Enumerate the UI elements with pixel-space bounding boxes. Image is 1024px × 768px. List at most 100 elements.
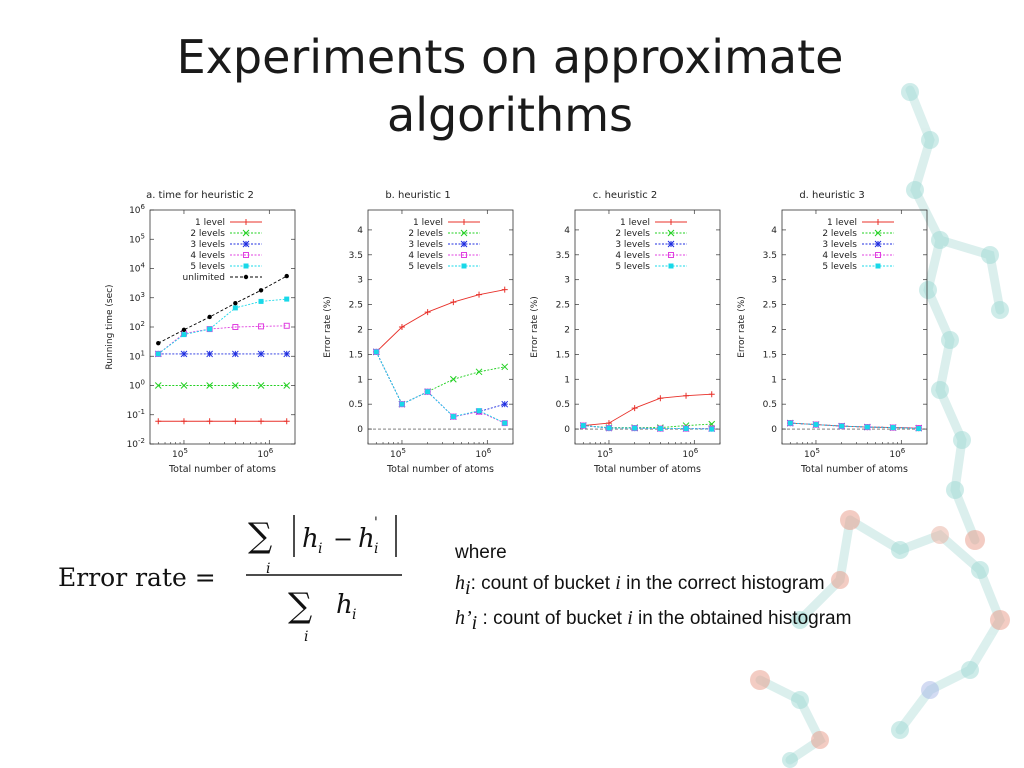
legend-label: 3 levels xyxy=(615,240,650,250)
series-line xyxy=(583,425,712,430)
data-point xyxy=(425,389,431,395)
legend-marker xyxy=(461,219,467,225)
y-axis-label: Running time (sec) xyxy=(105,284,115,369)
chart-title: b. heuristic 1 xyxy=(385,190,451,201)
series xyxy=(787,420,922,432)
y-tick-label-exp: 6 xyxy=(141,203,146,211)
y-tick-label: 3 xyxy=(564,276,570,286)
x-tick-label-base: 10 xyxy=(889,450,901,460)
y-axis-label: Error rate (%) xyxy=(530,296,540,358)
data-point xyxy=(181,327,187,333)
chart-heuristic-3: d. heuristic 3 0 0.5 1 1.5 2 2.5 3 3.5 4 105 106 To… xyxy=(732,188,932,478)
denominator-index: i xyxy=(304,629,308,645)
data-point xyxy=(787,420,793,426)
y-tick-label: 4 xyxy=(771,226,777,236)
data-point xyxy=(450,414,456,420)
notes-line-1: hi: count of bucket i in the correct his… xyxy=(455,568,851,603)
x-tick-label: 105 xyxy=(804,447,820,460)
y-tick-label: 2.5 xyxy=(763,301,777,311)
x-tick-label: 105 xyxy=(390,447,406,460)
data-point xyxy=(156,340,161,346)
slide-title-line-2: algorithms xyxy=(387,88,633,142)
series-line xyxy=(583,393,712,427)
legend-label: 5 levels xyxy=(822,262,857,272)
data-point xyxy=(475,368,483,376)
legend-marker xyxy=(242,229,250,237)
data-point xyxy=(181,332,187,338)
numerator-sum: ∑ xyxy=(248,516,272,556)
data-point xyxy=(155,351,161,357)
denominator-h-sub: i xyxy=(352,607,356,623)
x-tick-label-base: 10 xyxy=(172,450,184,460)
data-point xyxy=(476,291,483,298)
y-tick-label: 3.5 xyxy=(763,251,777,261)
data-point xyxy=(283,322,290,329)
notes-line-2-i: i xyxy=(627,606,633,629)
notes-line-2-sub: i xyxy=(471,611,478,634)
series xyxy=(372,348,509,420)
legend-marker xyxy=(874,229,882,237)
x-tick-label-base: 10 xyxy=(804,450,816,460)
chart-heuristic-1: b. heuristic 1 0 0.5 1 1.5 2 2.5 3 3.5 4 105 106 To… xyxy=(318,188,518,478)
legend-label: 2 levels xyxy=(615,229,650,239)
y-tick-label-exp: 5 xyxy=(141,232,145,240)
y-tick-label-exp: -1 xyxy=(138,408,145,416)
y-tick-label: 102 xyxy=(129,320,145,333)
series xyxy=(155,418,290,425)
y-tick-label: 101 xyxy=(129,349,145,362)
data-point xyxy=(631,405,638,412)
y-tick-label: 1 xyxy=(564,375,570,385)
data-point xyxy=(232,418,239,425)
legend-marker xyxy=(243,252,249,258)
legend-label: 3 levels xyxy=(190,240,225,250)
data-point xyxy=(284,296,290,302)
numerator-h-prime-sub: i xyxy=(374,541,378,557)
y-tick-label-base: 10 xyxy=(129,235,141,245)
data-point xyxy=(206,418,213,425)
legend-label: 2 levels xyxy=(822,229,857,239)
legend-label: 3 levels xyxy=(822,240,857,250)
y-tick-label: 2.5 xyxy=(349,301,363,311)
y-tick-label: 0 xyxy=(564,425,570,435)
data-point xyxy=(839,423,845,429)
series xyxy=(155,296,290,357)
x-tick-label-exp: 6 xyxy=(487,447,492,455)
data-point xyxy=(399,401,405,407)
data-point xyxy=(206,382,214,389)
x-tick-label-base: 10 xyxy=(475,450,487,460)
y-tick-label: 100 xyxy=(129,379,145,392)
x-tick-label-base: 10 xyxy=(682,450,694,460)
data-point xyxy=(424,309,431,316)
y-tick-label-base: 10 xyxy=(129,206,141,216)
notes-line-2-rest: in the obtained histogram xyxy=(632,607,852,629)
y-tick-label: 0 xyxy=(357,425,363,435)
numerator-prime-mark: ' xyxy=(374,515,378,531)
notes-line-2: h’i : count of bucket i in the obtained … xyxy=(455,603,851,638)
data-point xyxy=(657,426,663,432)
data-point xyxy=(657,395,664,402)
legend-marker xyxy=(875,252,881,258)
data-point xyxy=(916,426,922,432)
legend-marker xyxy=(243,219,249,225)
data-point xyxy=(709,426,715,432)
series xyxy=(373,349,508,426)
data-point xyxy=(501,400,509,408)
data-point xyxy=(683,392,690,399)
legend-marker xyxy=(243,274,249,280)
numerator-h: h xyxy=(302,524,319,554)
series-line xyxy=(375,289,505,353)
chart-title: c. heuristic 2 xyxy=(592,190,658,201)
legend-label: 1 level xyxy=(827,218,857,228)
legend-marker xyxy=(461,263,467,269)
data-point xyxy=(257,350,265,358)
y-tick-label: 103 xyxy=(129,291,145,304)
y-tick-label: 3.5 xyxy=(349,251,363,261)
y-axis-label: Error rate (%) xyxy=(737,296,747,358)
data-point xyxy=(283,350,291,358)
data-point xyxy=(501,363,509,371)
x-axis-label: Total number of atoms xyxy=(168,464,276,475)
